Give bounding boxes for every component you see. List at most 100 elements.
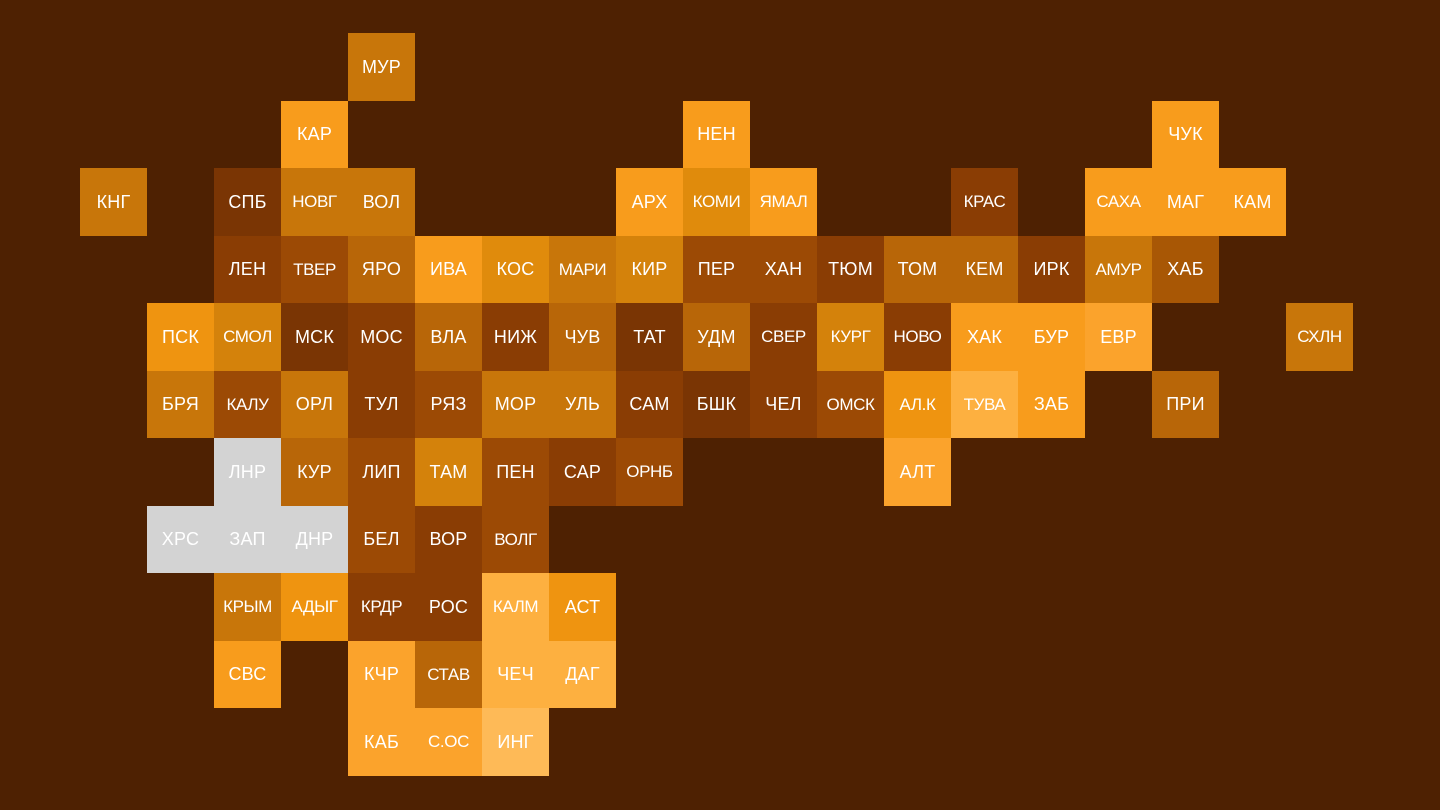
region-tile[interactable]: МУР <box>348 33 415 101</box>
region-tile[interactable]: ИНГ <box>482 708 549 776</box>
region-tile[interactable]: ХАН <box>750 235 817 303</box>
region-tile[interactable]: ТЮМ <box>817 235 884 303</box>
region-tile[interactable]: ОРНБ <box>616 438 683 506</box>
region-tile[interactable]: ПЕН <box>482 438 549 506</box>
region-tile[interactable]: КОМИ <box>683 168 750 236</box>
region-tile[interactable]: АДЫГ <box>281 573 348 641</box>
region-tile-label: ВОЛГ <box>494 529 537 549</box>
region-tile[interactable]: МСК <box>281 303 348 371</box>
region-tile[interactable]: ТУЛ <box>348 370 415 438</box>
region-tile[interactable]: ВОЛГ <box>482 505 549 573</box>
region-tile[interactable]: МАРИ <box>549 235 616 303</box>
region-tile[interactable]: КИР <box>616 235 683 303</box>
region-tile[interactable]: РЯЗ <box>415 370 482 438</box>
region-tile[interactable]: ТАТ <box>616 303 683 371</box>
region-tile[interactable]: ВЛА <box>415 303 482 371</box>
region-tile[interactable]: АЛТ <box>884 438 951 506</box>
region-tile-label: АЛ.К <box>899 394 936 414</box>
region-tile[interactable]: БРЯ <box>147 370 214 438</box>
region-tile-label: КЕМ <box>965 259 1004 280</box>
region-tile-label: СТАВ <box>427 664 470 684</box>
region-tile[interactable]: АРХ <box>616 168 683 236</box>
region-tile[interactable]: ЕВР <box>1085 303 1152 371</box>
region-tile[interactable]: АМУР <box>1085 235 1152 303</box>
region-tile[interactable]: АСТ <box>549 573 616 641</box>
region-tile[interactable]: ЯМАЛ <box>750 168 817 236</box>
region-tile[interactable]: КУР <box>281 438 348 506</box>
region-tile[interactable]: ОМСК <box>817 370 884 438</box>
region-tile[interactable]: УЛЬ <box>549 370 616 438</box>
region-tile[interactable]: САХА <box>1085 168 1152 236</box>
region-tile[interactable]: ИРК <box>1018 235 1085 303</box>
region-tile[interactable]: ЛИП <box>348 438 415 506</box>
region-tile[interactable]: КАР <box>281 100 348 168</box>
region-tile[interactable]: БЕЛ <box>348 505 415 573</box>
region-tile[interactable]: ДАГ <box>549 640 616 708</box>
region-tile[interactable]: КАЛМ <box>482 573 549 641</box>
region-tile[interactable]: ЛЕН <box>214 235 281 303</box>
region-tile[interactable]: ТУВА <box>951 370 1018 438</box>
region-tile[interactable]: СТАВ <box>415 640 482 708</box>
region-tile-label: ХРС <box>161 529 200 550</box>
region-tile[interactable]: ХРС <box>147 505 214 573</box>
region-tile[interactable]: ЧЕЧ <box>482 640 549 708</box>
region-tile[interactable]: КОС <box>482 235 549 303</box>
region-tile[interactable]: НИЖ <box>482 303 549 371</box>
region-tile-label: САМ <box>629 394 670 415</box>
region-tile[interactable]: ПЕР <box>683 235 750 303</box>
region-tile[interactable]: ЗАП <box>214 505 281 573</box>
region-tile[interactable]: ЛНР <box>214 438 281 506</box>
region-tile[interactable]: ЧУВ <box>549 303 616 371</box>
region-tile[interactable]: ХАБ <box>1152 235 1219 303</box>
region-tile[interactable]: ХАК <box>951 303 1018 371</box>
region-tile[interactable]: САР <box>549 438 616 506</box>
region-tile[interactable]: ПСК <box>147 303 214 371</box>
region-tile[interactable]: С.ОС <box>415 708 482 776</box>
region-tile[interactable]: СМОЛ <box>214 303 281 371</box>
region-tile[interactable]: КУРГ <box>817 303 884 371</box>
region-tile[interactable]: ПРИ <box>1152 370 1219 438</box>
region-tile[interactable]: ЧЕЛ <box>750 370 817 438</box>
region-tile[interactable]: КАМ <box>1219 168 1286 236</box>
region-tile[interactable]: СПБ <box>214 168 281 236</box>
region-tile[interactable]: ДНР <box>281 505 348 573</box>
region-tile[interactable]: СВЕР <box>750 303 817 371</box>
region-tile[interactable]: РОС <box>415 573 482 641</box>
region-tile[interactable]: КРДР <box>348 573 415 641</box>
region-tile-label: ДАГ <box>565 664 600 685</box>
region-tile[interactable]: ЗАБ <box>1018 370 1085 438</box>
region-tile[interactable]: МОС <box>348 303 415 371</box>
region-tile[interactable]: АЛ.К <box>884 370 951 438</box>
region-tile-label: МСК <box>294 326 335 347</box>
region-tile-label: С.ОС <box>428 732 469 752</box>
region-tile[interactable]: ТВЕР <box>281 235 348 303</box>
region-tile[interactable]: СВС <box>214 640 281 708</box>
region-tile[interactable]: КРЫМ <box>214 573 281 641</box>
region-tile[interactable]: ТОМ <box>884 235 951 303</box>
region-tile[interactable]: ЯРО <box>348 235 415 303</box>
region-tile[interactable]: БУР <box>1018 303 1085 371</box>
region-tile[interactable]: ИВА <box>415 235 482 303</box>
region-tile[interactable]: НОВГ <box>281 168 348 236</box>
region-tile[interactable]: КАБ <box>348 708 415 776</box>
region-tile[interactable]: ВОР <box>415 505 482 573</box>
region-tile[interactable]: УДМ <box>683 303 750 371</box>
region-tile[interactable]: МАГ <box>1152 168 1219 236</box>
region-tile[interactable]: СХЛН <box>1286 303 1353 371</box>
region-tile[interactable]: БШК <box>683 370 750 438</box>
region-tile[interactable]: КЧР <box>348 640 415 708</box>
region-tile[interactable]: САМ <box>616 370 683 438</box>
region-tile[interactable]: ВОЛ <box>348 168 415 236</box>
region-tile-label: УЛЬ <box>564 394 601 415</box>
region-tile[interactable]: НЕН <box>683 100 750 168</box>
region-tile[interactable]: МОР <box>482 370 549 438</box>
region-tile[interactable]: КЕМ <box>951 235 1018 303</box>
region-tile[interactable]: НОВО <box>884 303 951 371</box>
region-tile[interactable]: КАЛУ <box>214 370 281 438</box>
region-tile[interactable]: ТАМ <box>415 438 482 506</box>
region-tile[interactable]: ОРЛ <box>281 370 348 438</box>
region-tile-label: РЯЗ <box>430 394 467 415</box>
region-tile[interactable]: КНГ <box>80 168 147 236</box>
region-tile[interactable]: КРАС <box>951 168 1018 236</box>
region-tile[interactable]: ЧУК <box>1152 100 1219 168</box>
